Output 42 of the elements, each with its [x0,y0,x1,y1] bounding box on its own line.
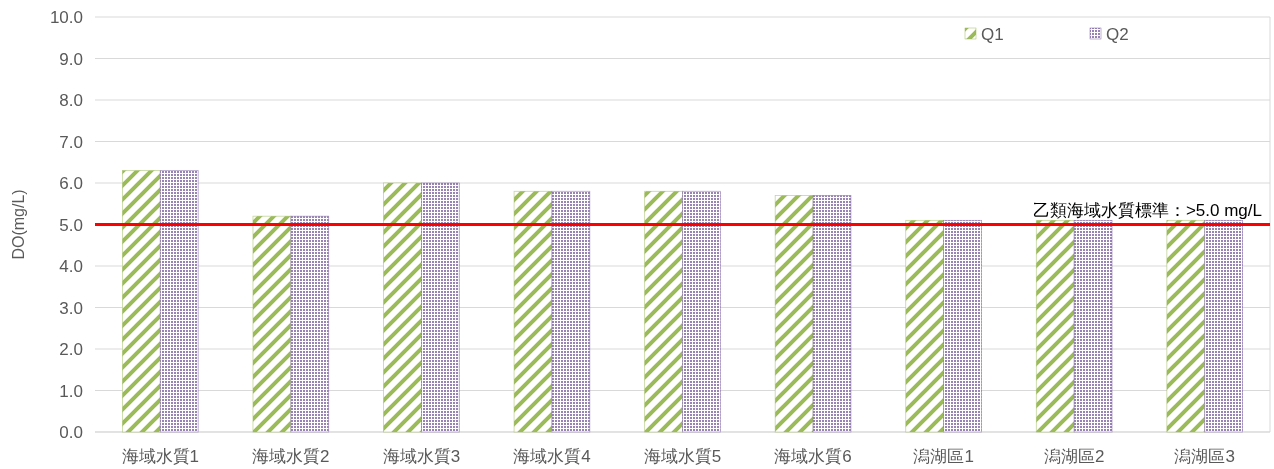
bar [682,190,721,433]
y-tick-label: 6.0 [59,174,83,193]
x-tick-label: 潟湖區1 [913,447,974,466]
bar [774,195,814,433]
y-tick-label: 4.0 [59,257,83,276]
legend-label: Q2 [1106,25,1129,44]
bar [1166,219,1206,433]
bar [905,219,945,433]
bar [1204,219,1243,433]
y-tick-label: 7.0 [59,132,83,152]
legend-label: Q1 [981,25,1004,44]
x-tick-label: 海域水質3 [382,447,461,466]
x-tick-label: 海域水質2 [252,447,330,466]
y-tick-label: 10.0 [49,8,83,27]
y-tick-label: 5.0 [59,215,83,235]
x-tick-label: 海域水質6 [774,447,852,466]
y-tick-label: 2.0 [59,340,83,359]
bar [383,182,422,433]
x-tick-label: 海域水質5 [643,447,722,466]
bar [644,190,683,433]
y-axis-title: DO(mg/L) [10,189,27,260]
bar [122,170,161,433]
bar [943,219,982,433]
bar [1073,219,1113,433]
y-tick-label: 8.0 [59,91,83,110]
x-tick-label: 潟湖區2 [1043,447,1105,466]
bar [812,195,852,433]
bar [551,190,591,433]
bar [513,190,553,433]
x-tick-label: 潟湖區3 [1174,447,1235,466]
bar [290,215,330,433]
bar [252,215,292,433]
x-tick-label: 海域水質4 [513,447,591,466]
y-tick-label: 9.0 [59,49,83,69]
bar [420,182,460,433]
bar [1035,219,1075,433]
ref-line-label: 乙類海域水質標準：>5.0 mg/L [1032,200,1262,220]
bar [159,170,199,433]
y-tick-label: 3.0 [59,298,83,318]
x-tick-label: 海域水質1 [121,447,200,466]
y-tick-label: 1.0 [59,381,83,401]
y-tick-label: 0.0 [59,423,83,442]
